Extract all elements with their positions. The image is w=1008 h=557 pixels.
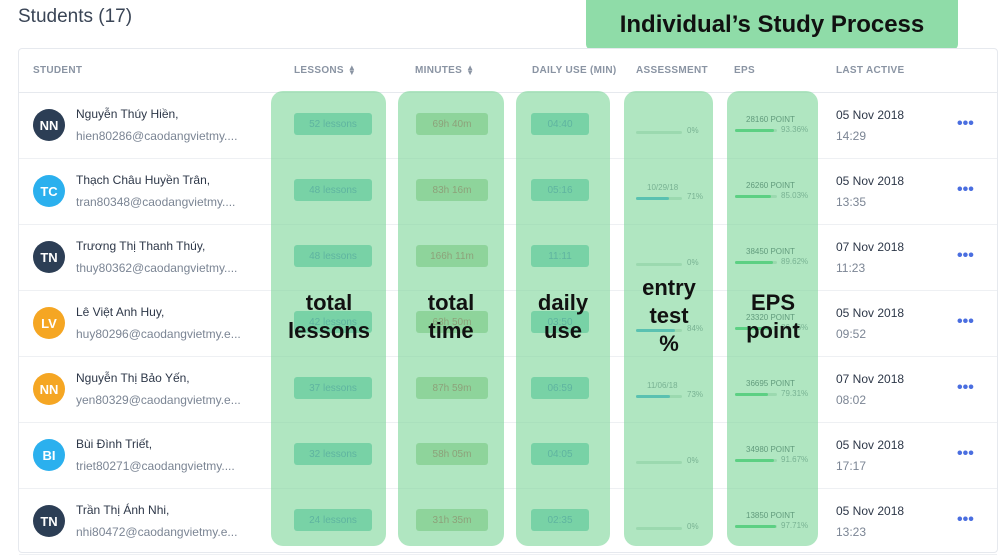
eps-highlight [727, 91, 818, 546]
avatar: TC [33, 175, 65, 207]
last-active-date: 05 Nov 2018 [836, 438, 905, 452]
last-active-time: 08:02 [836, 393, 867, 407]
header-assessment: ASSESSMENT [636, 65, 708, 76]
last-active-time: 14:29 [836, 129, 867, 143]
student-email: yen80329@caodangvietmy.e... [76, 393, 241, 407]
header-lessons-label: LESSONS [294, 65, 344, 76]
table-row[interactable]: NN Nguyễn Thúy Hiền, hien80286@caodangviet… [19, 93, 997, 159]
overlay-line: test [649, 303, 689, 328]
table-row[interactable]: TC Thạch Châu Huyền Trân, tran80348@caodan… [19, 159, 997, 225]
overlay-entry-test: entry test % [625, 274, 713, 358]
student-name[interactable]: Trần Thị Ánh Nhi, [76, 503, 170, 517]
header-minutes[interactable]: MINUTES ▲ ▼ [415, 63, 475, 78]
last-active-date: 05 Nov 2018 [836, 108, 905, 122]
last-active-time: 11:23 [836, 261, 866, 275]
header-last-active: LAST ACTIVE [836, 65, 905, 76]
avatar: NN [33, 373, 65, 405]
overlay-line: EPS [750, 290, 796, 315]
overlay-line: total [305, 290, 353, 315]
sort-icon[interactable]: ▲ ▼ [347, 63, 357, 78]
overlay-line: lessons [288, 318, 370, 343]
overlay-line: point [746, 318, 800, 343]
last-active-time: 17:17 [836, 459, 867, 473]
study-process-banner: Individual’s Study Process [586, 0, 958, 50]
time-highlight [398, 91, 504, 546]
avatar: TN [33, 505, 65, 537]
overlay-total-lessons: total lessons [284, 289, 374, 345]
daily-highlight [516, 91, 610, 546]
avatar: BI [33, 439, 65, 471]
overlay-line: entry [642, 275, 696, 300]
student-email: triet80271@caodangvietmy.... [76, 459, 235, 473]
overlay-line: % [659, 331, 679, 356]
more-dots-icon[interactable]: ••• [957, 379, 974, 396]
student-email: tran80348@caodangvietmy.... [76, 195, 236, 209]
table-header: STUDENT LESSONS ▲ ▼ MINUTES ▲ ▼ DAILY USE (M… [19, 49, 997, 93]
avatar: NN [33, 109, 65, 141]
overlay-line: time [428, 318, 474, 343]
avatar: TN [33, 241, 65, 273]
student-email: huy80296@caodangvietmy.e... [76, 327, 241, 341]
header-minutes-label: MINUTES [415, 65, 463, 76]
table-row[interactable]: NN Nguyễn Thị Bảo Yến, yen80329@caodangvie… [19, 357, 997, 423]
student-email: nhi80472@caodangvietmy.e... [76, 525, 238, 539]
more-dots-icon[interactable]: ••• [957, 511, 974, 528]
student-email: thuy80362@caodangvietmy.... [76, 261, 238, 275]
sort-icon[interactable]: ▲ ▼ [466, 63, 475, 78]
header-daily-use: DAILY USE (MIN) [532, 65, 617, 76]
last-active-time: 09:52 [836, 327, 867, 341]
avatar: LV [33, 307, 65, 339]
student-name[interactable]: Bùi Đình Triết, [76, 437, 153, 451]
overlay-line: daily [537, 290, 589, 315]
last-active-time: 13:35 [836, 195, 867, 209]
student-name[interactable]: Nguyễn Thị Bảo Yến, [76, 371, 190, 385]
last-active-date: 07 Nov 2018 [836, 240, 905, 254]
more-dots-icon[interactable]: ••• [957, 115, 974, 132]
page-title: Students (17) [18, 6, 133, 27]
overlay-line: use [544, 318, 582, 343]
student-email: hien80286@caodangvietmy.... [76, 129, 238, 143]
students-table: STUDENT LESSONS ▲ ▼ MINUTES ▲ ▼ DAILY USE (M… [18, 48, 998, 555]
more-dots-icon[interactable]: ••• [957, 247, 974, 264]
overlay-eps-point: EPS point [728, 289, 818, 345]
table-row[interactable]: BI Bùi Đình Triết, triet80271@caodangvietm… [19, 423, 997, 489]
more-dots-icon[interactable]: ••• [957, 181, 974, 198]
entry-test-highlight [624, 91, 713, 546]
last-active-date: 07 Nov 2018 [836, 372, 905, 386]
table-row[interactable]: LV Lê Việt Anh Huy, huy80296@caodangvietmy… [19, 291, 997, 357]
more-dots-icon[interactable]: ••• [957, 313, 974, 330]
header-eps: EPS [734, 65, 755, 76]
table-row[interactable]: TN Trương Thị Thanh Thúy, thuy80362@caodan… [19, 225, 997, 291]
header-lessons[interactable]: LESSONS ▲ ▼ [294, 63, 357, 78]
last-active-date: 05 Nov 2018 [836, 504, 905, 518]
student-name[interactable]: Thạch Châu Huyền Trân, [76, 173, 211, 187]
student-name[interactable]: Nguyễn Thúy Hiền, [76, 107, 179, 121]
student-name[interactable]: Lê Việt Anh Huy, [76, 305, 165, 319]
overlay-daily-use: daily use [520, 289, 606, 345]
overlay-total-time: total time [408, 289, 494, 345]
student-name[interactable]: Trương Thị Thanh Thúy, [76, 239, 206, 253]
last-active-date: 05 Nov 2018 [836, 306, 905, 320]
table-row[interactable]: TN Trần Thị Ánh Nhi, nhi80472@caodangvietm… [19, 489, 997, 555]
more-dots-icon[interactable]: ••• [957, 445, 974, 462]
last-active-date: 05 Nov 2018 [836, 174, 905, 188]
last-active-time: 13:23 [836, 525, 867, 539]
header-student: STUDENT [33, 65, 83, 76]
overlay-line: total [427, 290, 475, 315]
lessons-highlight [271, 91, 386, 546]
